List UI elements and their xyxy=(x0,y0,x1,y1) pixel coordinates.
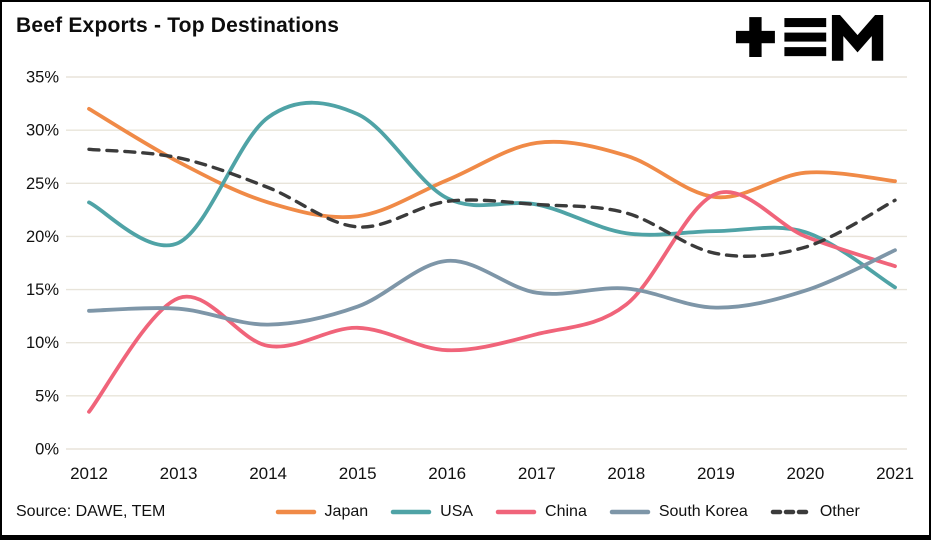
series-line-china xyxy=(87,190,897,414)
y-tick-label: 20% xyxy=(26,228,59,246)
legend-item-china: China xyxy=(495,503,587,521)
chart-title: Beef Exports - Top Destinations xyxy=(16,14,340,37)
y-tick-label: 25% xyxy=(26,175,59,193)
tem-logo-m-icon xyxy=(831,15,884,61)
legend-swatch-icon xyxy=(390,509,432,515)
legend-swatch-icon xyxy=(275,509,316,515)
x-tick-label: 2015 xyxy=(339,464,377,483)
tem-logo-plus-icon xyxy=(735,17,775,58)
legend-item-usa: USA xyxy=(390,503,473,521)
x-tick-label: 2017 xyxy=(518,464,556,483)
series-line-japan xyxy=(87,106,897,219)
legend-swatch-icon xyxy=(770,509,812,515)
line-chart: 0% 5% 10% 15% 20% 25% 30% 35% 2012 2013 2014 2015 20… xyxy=(26,69,914,484)
series-line-other xyxy=(87,147,897,258)
x-tick-label: 2016 xyxy=(428,464,466,483)
legend-swatch-icon xyxy=(495,509,537,515)
y-tick-label: 5% xyxy=(35,387,59,405)
y-tick-label: 35% xyxy=(26,69,59,87)
tem-logo-bars-icon xyxy=(784,18,827,57)
legend-label: USA xyxy=(440,503,474,520)
source-label: Source: DAWE, TEM xyxy=(16,503,166,520)
legend-label: Japan xyxy=(324,503,369,520)
legend-label: Other xyxy=(819,503,860,520)
y-tick-label: 0% xyxy=(35,441,59,459)
legend-item-other: Other xyxy=(770,503,860,521)
y-tick-label: 15% xyxy=(26,281,59,299)
x-tick-label: 2018 xyxy=(607,464,645,483)
legend-item-south-korea: South Korea xyxy=(609,503,748,521)
x-tick-label: 2019 xyxy=(697,464,735,483)
x-tick-label: 2012 xyxy=(70,464,108,483)
x-tick-label: 2020 xyxy=(787,464,825,483)
y-tick-label: 30% xyxy=(26,122,59,140)
x-tick-label: 2014 xyxy=(249,464,287,483)
series-line-usa xyxy=(87,100,897,290)
legend-item-japan: Japan xyxy=(275,503,369,521)
x-tick-label: 2013 xyxy=(160,464,198,483)
chart-footer: Source: DAWE, TEM Japan USA China South Kor… xyxy=(2,492,929,532)
series-line-south-korea xyxy=(87,248,897,327)
legend-label: China xyxy=(545,503,587,520)
tem-logo xyxy=(735,15,884,61)
x-tick-label: 2021 xyxy=(876,464,914,483)
legend-label: South Korea xyxy=(658,503,748,520)
legend-swatch-icon xyxy=(609,509,651,515)
chart-legend: Japan USA China South Korea Other xyxy=(165,503,929,521)
y-tick-label: 10% xyxy=(26,334,59,352)
